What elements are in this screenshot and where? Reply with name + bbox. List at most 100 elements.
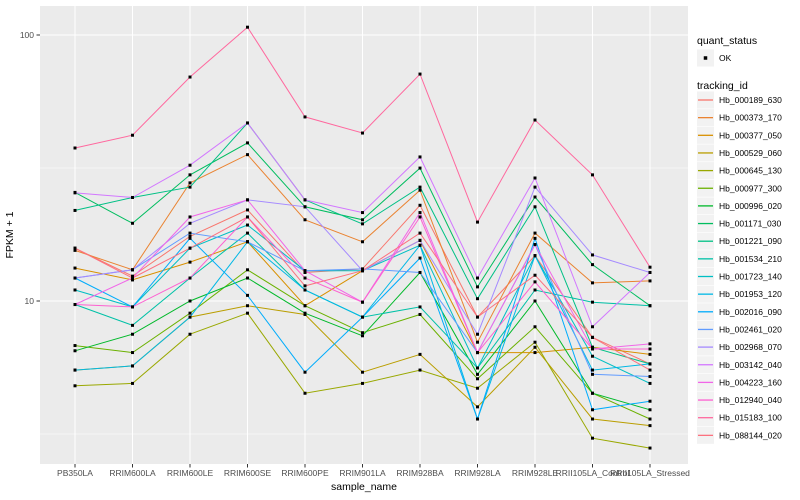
data-point (476, 377, 479, 381)
data-point (533, 195, 537, 199)
x-tick-label: RRIM600LE (167, 468, 214, 478)
data-point (246, 198, 249, 202)
data-point (73, 191, 77, 195)
data-point (73, 208, 77, 212)
legend-item-label: Hb_002016_090 (719, 307, 782, 317)
legend-item-label: Hb_001953_120 (719, 289, 782, 299)
data-point (361, 218, 364, 222)
data-point (476, 405, 479, 409)
data-point (73, 344, 77, 348)
data-point (246, 240, 249, 244)
data-point (73, 146, 77, 150)
data-point (591, 335, 594, 339)
data-point (188, 181, 192, 185)
data-point (533, 299, 537, 303)
data-point (73, 384, 77, 388)
data-point (131, 268, 134, 272)
data-point (188, 315, 192, 319)
x-tick-label: RRIM928LE (512, 468, 559, 478)
legend-item-label: Hb_000977_300 (719, 183, 782, 193)
data-point (361, 381, 364, 385)
legend-item-label: Hb_000645_130 (719, 166, 782, 176)
data-point (648, 362, 652, 366)
x-axis-title: sample_name (331, 481, 397, 493)
panel-bg (40, 6, 688, 464)
data-point (188, 215, 192, 219)
data-point (73, 248, 77, 252)
data-point (648, 424, 652, 428)
x-tick-label: PB350LA (57, 468, 93, 478)
data-point (533, 254, 537, 258)
data-point (648, 347, 652, 351)
data-point (591, 173, 594, 177)
data-point (246, 311, 249, 315)
data-point (648, 399, 652, 403)
legend-item-label: Hb_003142_040 (719, 360, 782, 370)
data-point (131, 323, 134, 327)
y-tick-label: 100 (20, 30, 34, 40)
data-point (188, 260, 192, 264)
data-point (591, 391, 594, 395)
data-point (591, 300, 594, 304)
data-point (648, 270, 652, 274)
data-point (303, 288, 307, 292)
x-tick-label: RRIM928BA (396, 468, 444, 478)
legend-item-label: Hb_000529_060 (719, 148, 782, 158)
data-point (591, 253, 594, 257)
data-point (648, 381, 652, 385)
data-point (303, 218, 307, 222)
data-point (591, 347, 594, 351)
data-point (303, 276, 307, 280)
data-point (533, 280, 537, 284)
data-point (648, 408, 652, 412)
legend-ok-point-icon (703, 56, 708, 60)
data-point (533, 288, 537, 292)
x-tick-label: RRIM600SE (224, 468, 272, 478)
data-point (73, 368, 77, 372)
data-point (361, 211, 364, 215)
y-axis-title: FPKM + 1 (4, 211, 16, 258)
data-point (303, 269, 307, 273)
data-point (418, 270, 422, 274)
data-point (246, 215, 249, 219)
data-point (188, 246, 192, 250)
data-point (246, 276, 249, 280)
data-point (418, 166, 422, 170)
data-point (533, 273, 537, 277)
data-point (303, 370, 307, 374)
data-point (303, 311, 307, 315)
data-point (591, 325, 594, 329)
legend-ok-label: OK (719, 53, 732, 63)
data-point (188, 234, 192, 238)
data-point (73, 303, 77, 307)
data-point (188, 299, 192, 303)
x-tick-label: RRIM600PE (281, 468, 329, 478)
data-point (246, 304, 249, 308)
data-point (131, 332, 134, 336)
data-point (418, 188, 422, 192)
data-point (131, 381, 134, 385)
data-point (476, 366, 479, 370)
data-point (591, 263, 594, 267)
data-point (418, 155, 422, 159)
legend-item-label: Hb_000189_630 (719, 95, 782, 105)
data-point (418, 238, 422, 242)
data-point (418, 215, 422, 219)
data-point (533, 185, 537, 189)
data-point (131, 276, 134, 280)
data-point (131, 133, 134, 137)
data-point (648, 352, 652, 356)
data-point (418, 256, 422, 260)
data-point (303, 391, 307, 395)
data-point (533, 236, 537, 240)
data-point (131, 278, 134, 282)
data-point (131, 221, 134, 225)
legend-tracking-id-title: tracking_id (697, 80, 748, 92)
data-point (303, 304, 307, 308)
legend-item-label: Hb_002968_070 (719, 342, 782, 352)
data-point (533, 231, 537, 235)
data-point (648, 342, 652, 346)
data-point (476, 332, 479, 336)
data-point (361, 315, 364, 319)
